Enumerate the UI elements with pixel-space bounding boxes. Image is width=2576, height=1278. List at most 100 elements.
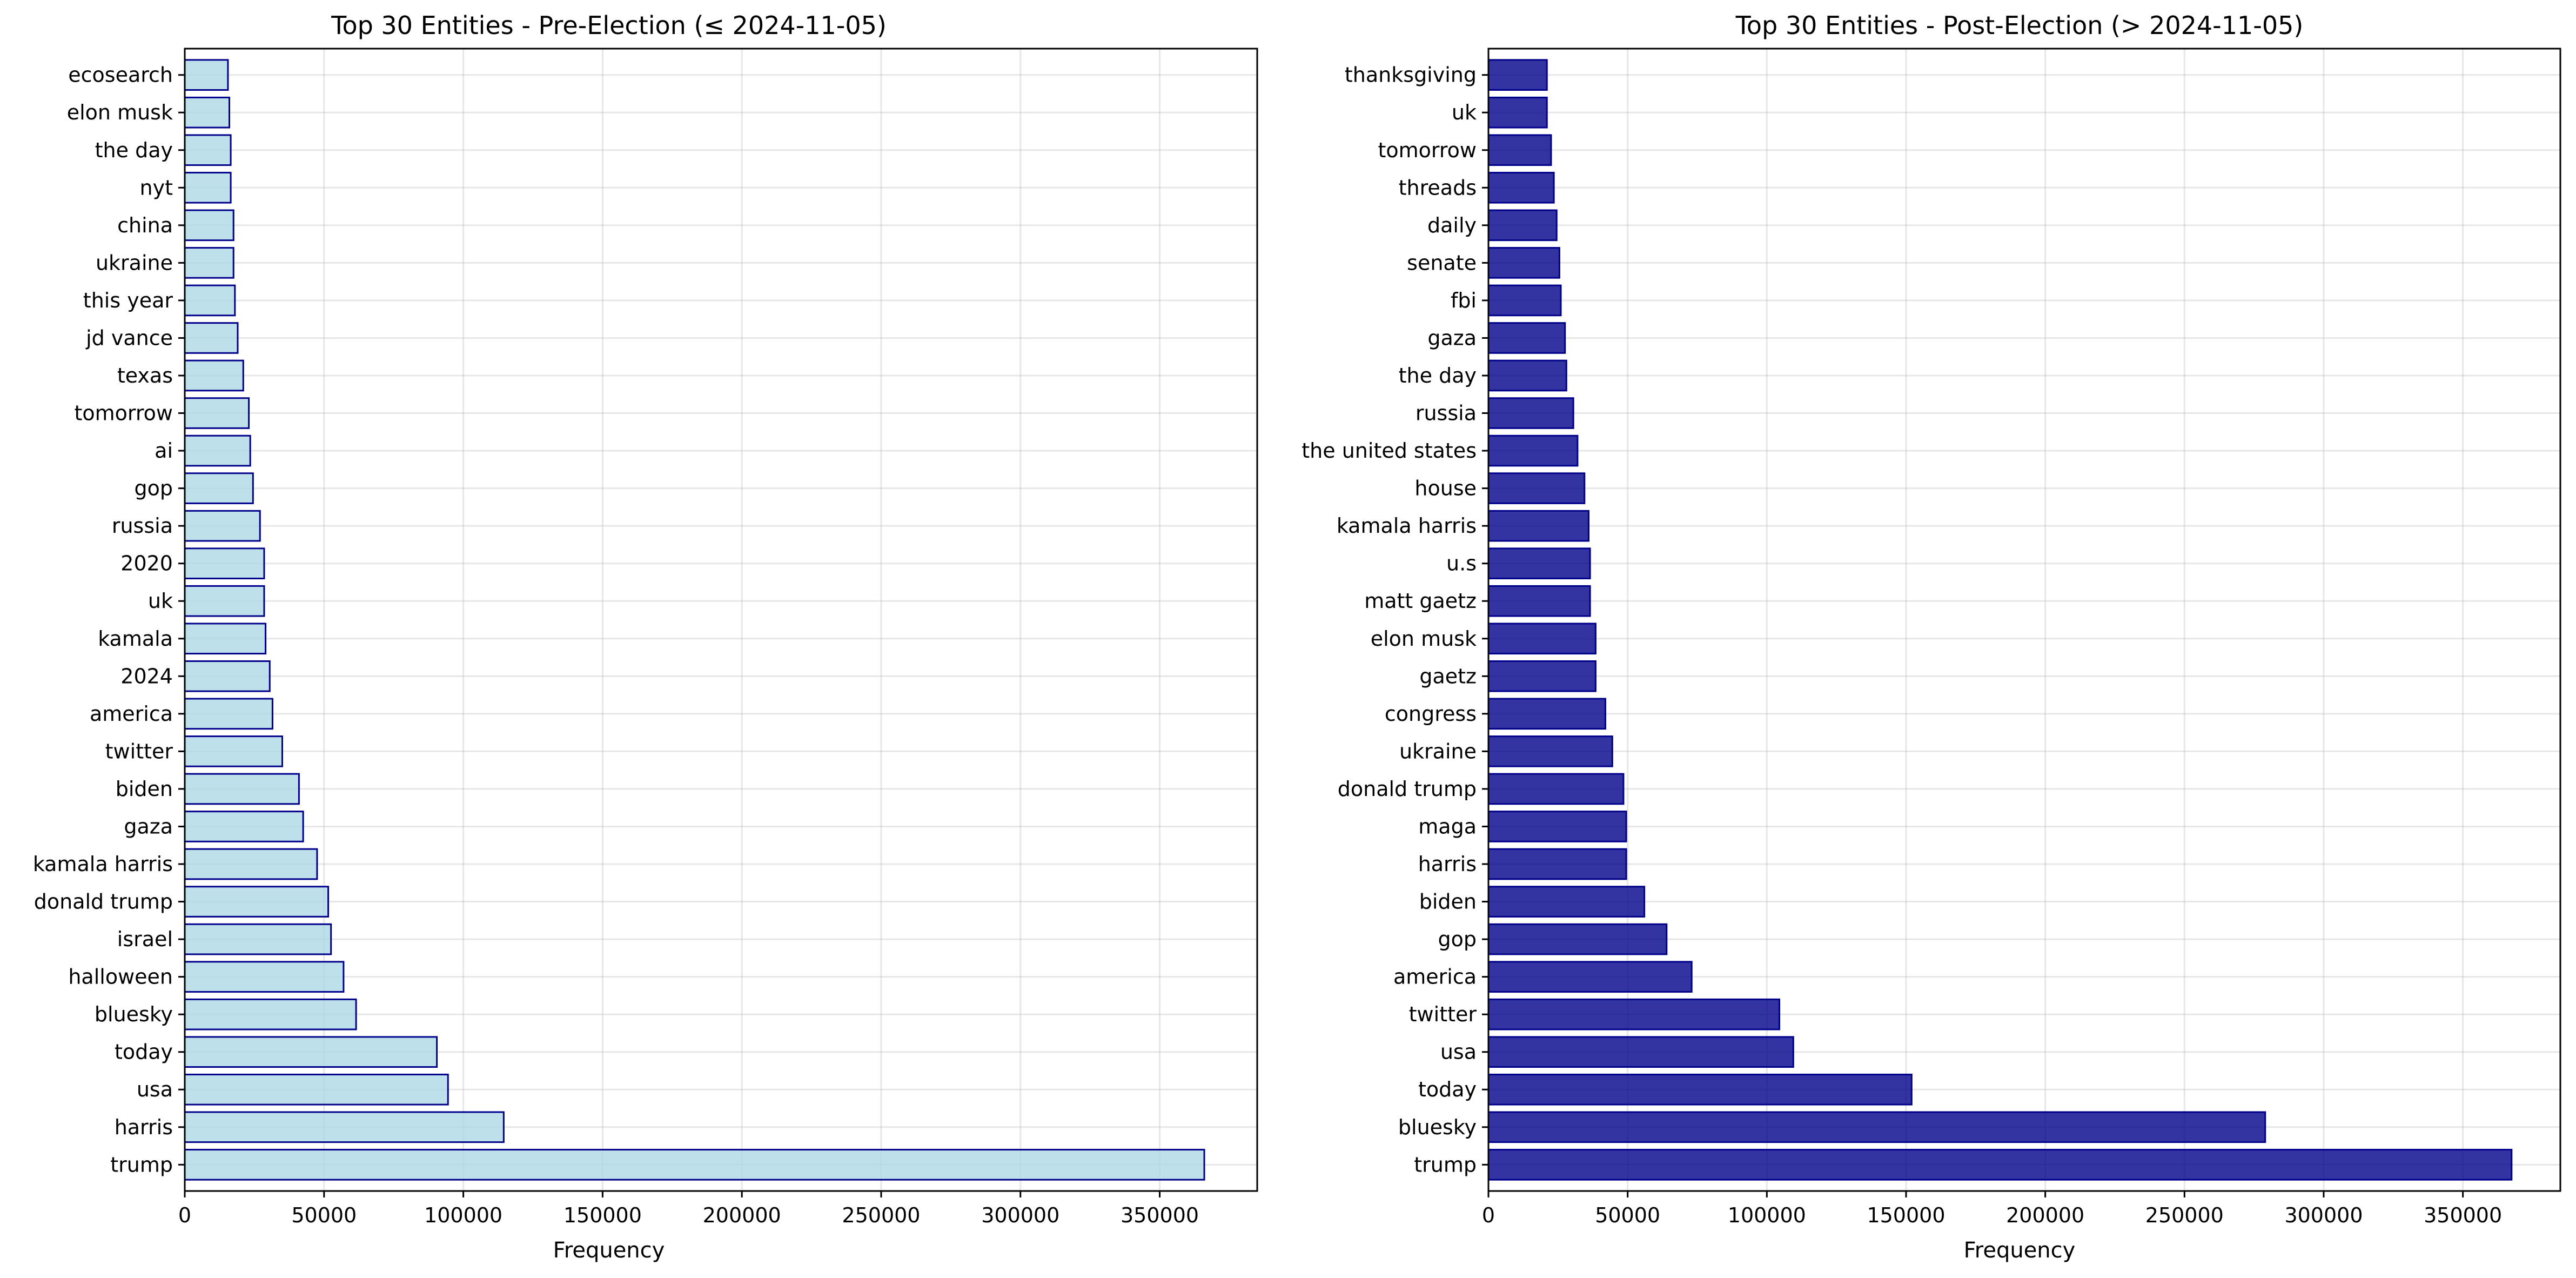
post-election-y-tick-label: the day [1399, 364, 1477, 387]
pre-election-y-tick-label: ukraine [96, 251, 173, 275]
pre-election-bar-uk [184, 585, 265, 617]
pre-election-bar-tomorrow [184, 397, 250, 429]
post-election-x-tick-label: 350000 [2424, 1203, 2502, 1227]
pre-election-panel: Top 30 Entities - Pre-Election (≤ 2024-1… [33, 11, 1258, 1263]
pre-election-y-tick-label: america [90, 702, 173, 726]
post-election-bar-usa [1487, 1036, 1794, 1068]
pre-election-x-tick-label: 0 [178, 1203, 191, 1227]
post-election-y-tick-label: gaetz [1419, 664, 1477, 688]
post-election-y-tick-label: elon musk [1371, 627, 1477, 651]
post-election-y-tick-label: u.s [1446, 552, 1477, 576]
post-election-bar-harris [1487, 848, 1627, 880]
pre-election-x-tick-label: 100000 [424, 1203, 502, 1227]
post-election-bar-gaza [1487, 322, 1566, 354]
pre-election-y-tick-label: kamala harris [33, 852, 173, 876]
post-election-bar-twitter [1487, 998, 1781, 1031]
pre-election-y-tick-label: nyt [140, 176, 173, 199]
pre-election-bar-china [184, 209, 234, 242]
post-election-bar-u-s [1487, 547, 1591, 580]
pre-election-y-tick-label: china [117, 213, 173, 237]
pre-election-y-tick-label: this year [83, 289, 173, 312]
pre-election-y-tick-label: usa [137, 1078, 173, 1101]
pre-election-y-tick-label: twitter [105, 739, 173, 763]
post-election-y-tick-label: senate [1407, 251, 1477, 275]
pre-election-bar-gop [184, 472, 254, 504]
post-election-x-tick-label: 100000 [1728, 1203, 1806, 1227]
pre-election-y-tick-label: tomorrow [75, 402, 173, 425]
post-election-bar-russia [1487, 397, 1574, 429]
pre-election-y-tick-label: ai [155, 439, 173, 463]
pre-election-x-tick-label: 350000 [1121, 1203, 1199, 1227]
post-election-y-tick-label: america [1393, 965, 1477, 989]
post-election-x-tick-label: 200000 [2006, 1203, 2084, 1227]
post-election-y-tick-label: biden [1419, 890, 1477, 914]
pre-election-y-tick-label: gop [135, 477, 173, 500]
post-election-y-tick-label: congress [1385, 702, 1477, 726]
post-election-y-tick-label: tomorrow [1378, 138, 1477, 162]
pre-election-x-tick-label: 50000 [291, 1203, 357, 1227]
post-election-bar-trump [1487, 1149, 2513, 1181]
post-election-y-tick-label: ukraine [1399, 739, 1477, 763]
post-election-bar-gop [1487, 923, 1668, 955]
post-election-bar-biden [1487, 886, 1646, 918]
post-election-bar-congress [1487, 698, 1606, 730]
pre-election-bar-bluesky [184, 998, 357, 1031]
pre-election-y-tick-label: 2020 [120, 552, 173, 576]
pre-election-bar-nyt [184, 171, 232, 204]
pre-election-y-tick-label: trump [110, 1153, 173, 1176]
pre-election-x-tick-label: 300000 [981, 1203, 1059, 1227]
pre-election-bar-ai [184, 434, 251, 467]
pre-election-bar-donald-trump [184, 886, 330, 918]
post-election-bar-thanksgiving [1487, 59, 1548, 91]
pre-election-y-tick-label: donald trump [34, 890, 173, 914]
post-election-bar-the-united-states [1487, 434, 1579, 467]
post-election-y-tick-label: uk [1452, 101, 1477, 124]
pre-election-y-tick-label: elon musk [67, 101, 173, 124]
post-election-axes-frame [1487, 48, 2561, 1192]
pre-election-axes-frame [184, 48, 1258, 1192]
pre-election-bar-kamala [184, 623, 267, 655]
post-election-bar-gaetz [1487, 660, 1596, 692]
pre-election-y-tick-label: kamala [98, 627, 173, 651]
post-election-bar-matt-gaetz [1487, 585, 1591, 617]
post-election-y-tick-label: russia [1416, 402, 1477, 425]
post-election-y-tick-label: usa [1440, 1040, 1477, 1064]
pre-election-bar-america [184, 698, 273, 730]
post-election-y-tick-label: fbi [1451, 289, 1477, 312]
pre-election-bar-2024 [184, 660, 271, 692]
pre-election-x-axis-label: Frequency [553, 1238, 665, 1263]
post-election-bar-elon-musk [1487, 623, 1596, 655]
post-election-y-tick-label: daily [1427, 213, 1477, 237]
pre-election-y-tick-label: jd vance [85, 326, 173, 350]
post-election-y-tick-label: bluesky [1398, 1115, 1477, 1139]
post-election-x-tick-label: 50000 [1595, 1203, 1660, 1227]
pre-election-bar-kamala-harris [184, 848, 318, 880]
pre-election-title: Top 30 Entities - Pre-Election (≤ 2024-1… [331, 11, 887, 40]
post-election-bar-bluesky [1487, 1111, 2266, 1143]
pre-election-bar-the-day [184, 134, 232, 166]
pre-election-bar-twitter [184, 735, 283, 767]
pre-election-bar-ecosearch [184, 59, 229, 91]
post-election-bar-the-day [1487, 359, 1567, 392]
pre-election-bar-usa [184, 1073, 449, 1106]
post-election-bar-america [1487, 961, 1693, 993]
pre-election-bar-biden [184, 773, 300, 805]
pre-election-y-tick-label: israel [117, 927, 173, 951]
post-election-bar-maga [1487, 811, 1627, 842]
pre-election-bar-trump [184, 1149, 1205, 1181]
post-election-bar-senate [1487, 247, 1560, 279]
post-election-bar-kamala-harris [1487, 510, 1590, 542]
pre-election-bar-texas [184, 359, 244, 392]
post-election-y-tick-label: trump [1414, 1153, 1477, 1176]
pre-election-bar-jd-vance [184, 322, 239, 354]
post-election-panel: Top 30 Entities - Post-Election (> 2024-… [1302, 11, 2561, 1263]
post-election-y-tick-label: kamala harris [1337, 514, 1477, 538]
post-election-y-tick-label: thanksgiving [1345, 63, 1477, 87]
post-election-bar-house [1487, 472, 1586, 504]
post-election-x-tick-label: 300000 [2284, 1203, 2363, 1227]
post-election-y-tick-label: harris [1418, 852, 1477, 876]
pre-election-bar-today [184, 1036, 438, 1068]
post-election-bar-threads [1487, 171, 1555, 204]
post-election-bar-uk [1487, 96, 1548, 129]
